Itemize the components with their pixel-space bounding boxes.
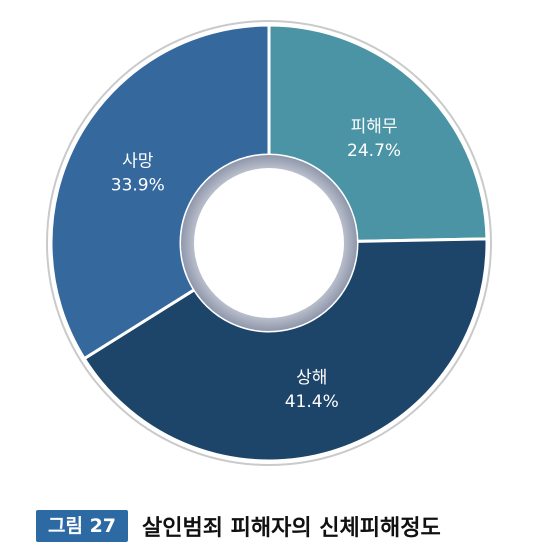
donut-chart: 피해무 24.7% 상해 41.4% 사망 33.9% — [46, 20, 492, 466]
slice-category-label: 상해 — [296, 368, 327, 388]
slice-value-label: 24.7% — [347, 141, 401, 161]
slice-category-label: 피해무 — [351, 117, 398, 137]
slice-category-label: 사망 — [122, 151, 154, 171]
slice-value-label: 41.4% — [285, 392, 339, 412]
donut-chart-svg: 피해무 24.7% 상해 41.4% 사망 33.9% — [46, 20, 492, 466]
figure-title: 살인범죄 피해자의 신체피해정도 — [142, 516, 441, 541]
figure-caption: 그림 27 살인범죄 피해자의 신체피해정도 — [36, 510, 441, 542]
figure-number-badge: 그림 27 — [36, 510, 129, 542]
slice-value-label: 33.9% — [111, 175, 165, 195]
donut-hole — [194, 168, 344, 318]
